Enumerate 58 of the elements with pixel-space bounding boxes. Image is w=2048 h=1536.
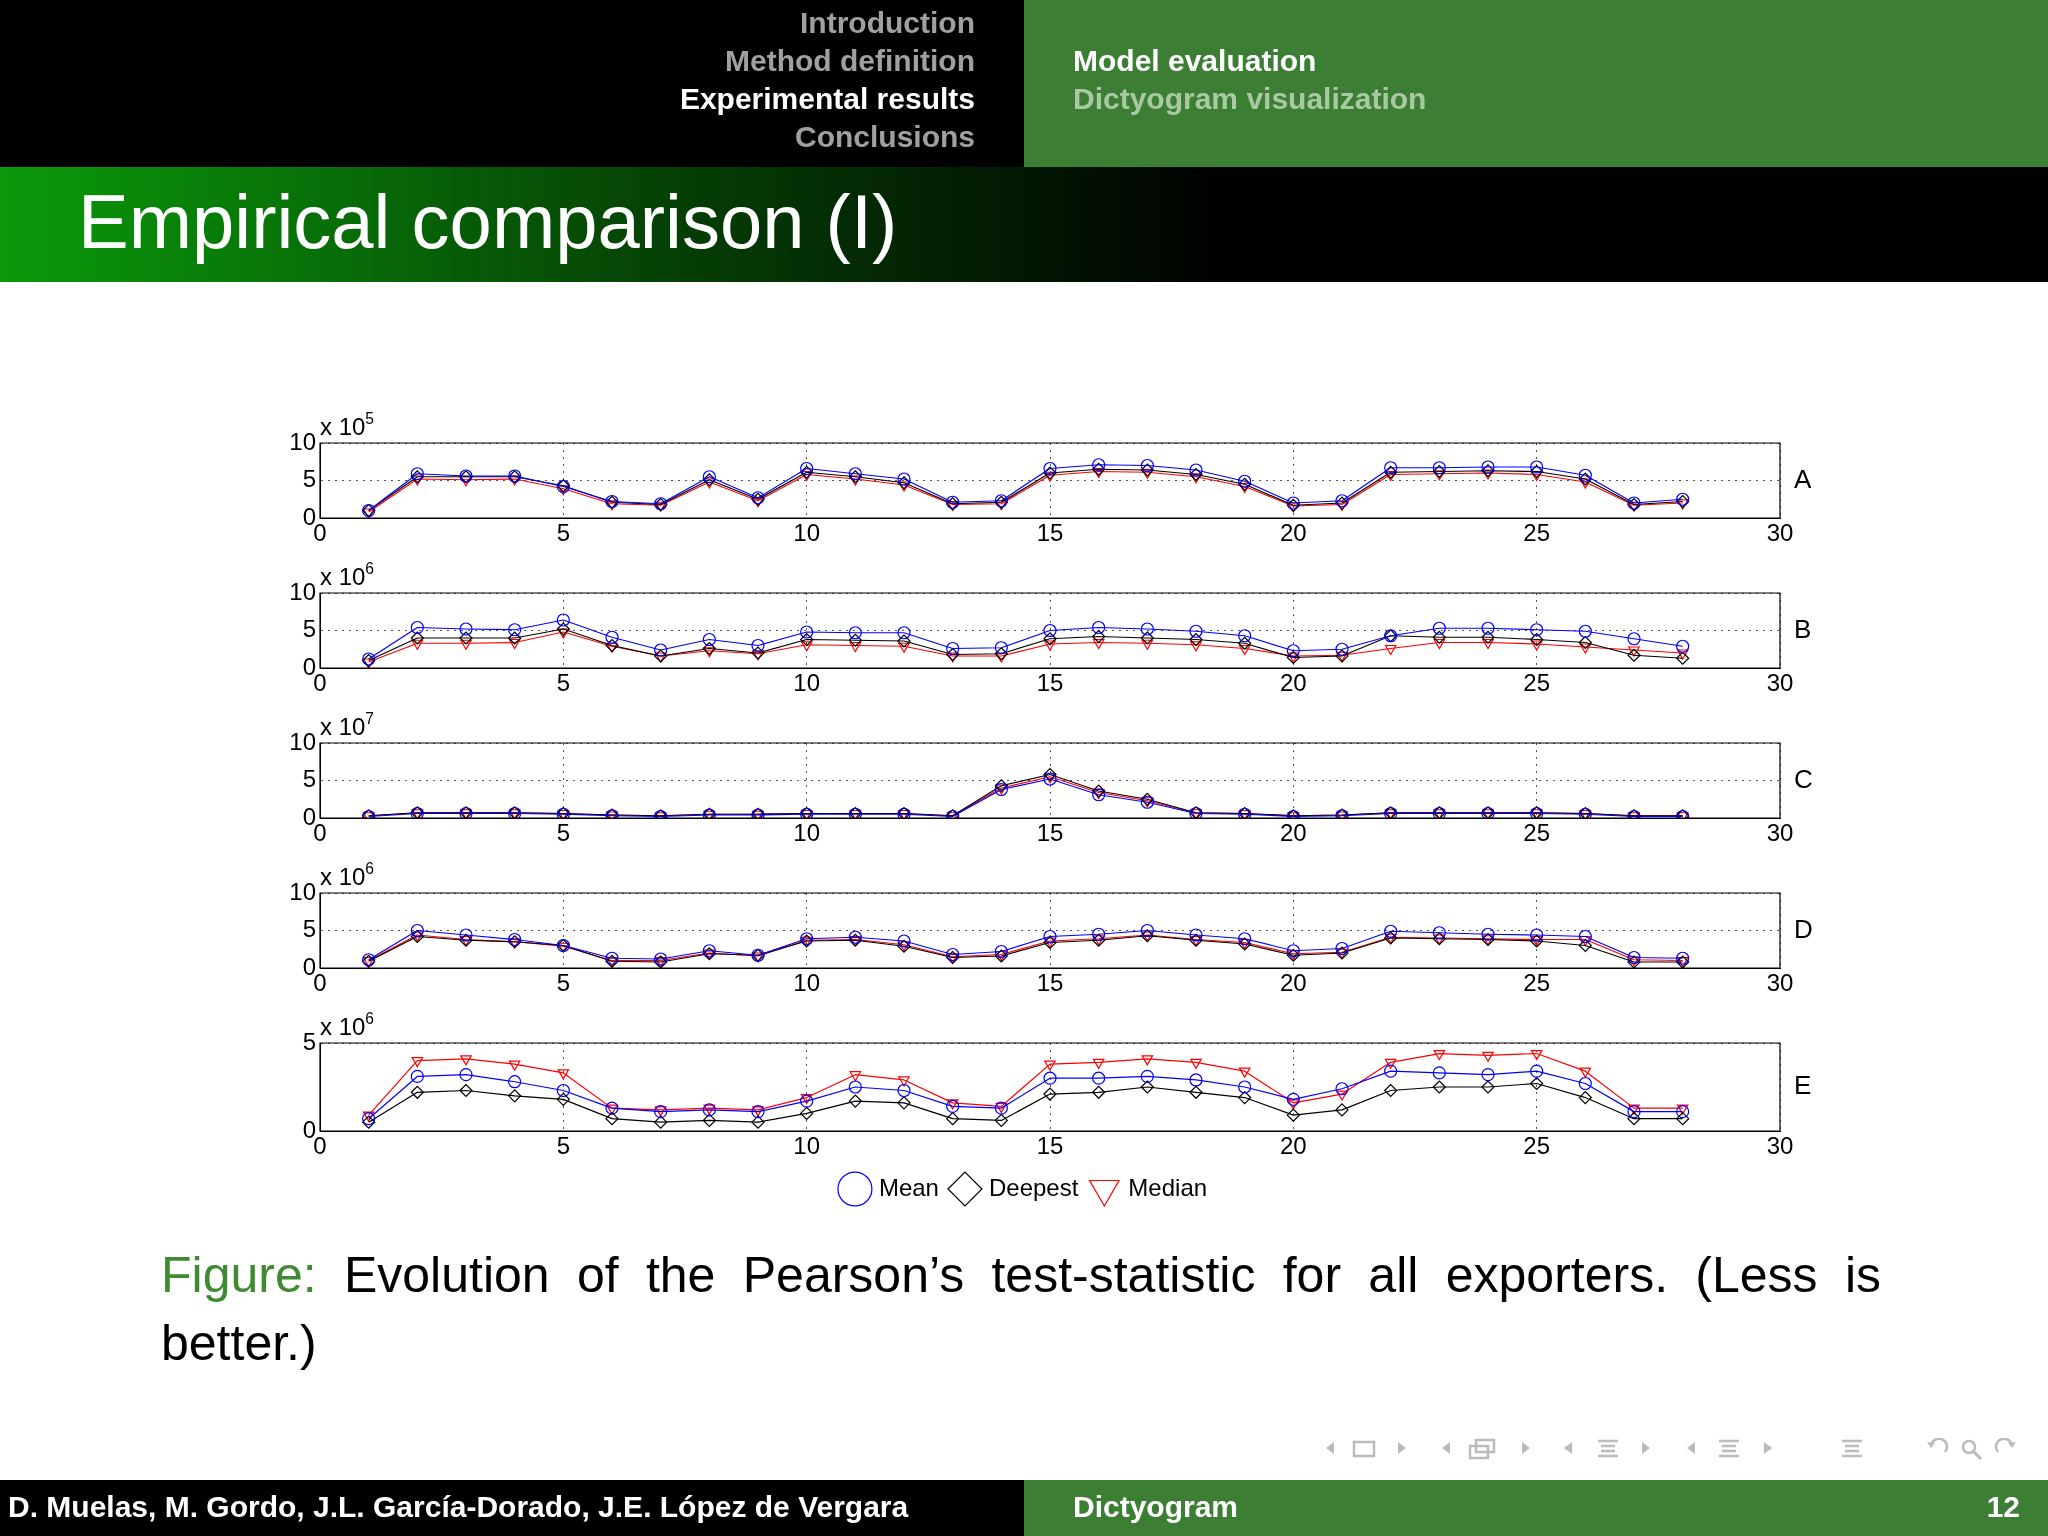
text: Introduction (800, 6, 975, 40)
text: Conclusions (794, 120, 975, 154)
x-tick-label: 5 (556, 669, 571, 697)
x-tick-label: 20 (1279, 519, 1307, 547)
x-tick-label: 15 (1036, 969, 1064, 997)
x-tick-label: 10 (793, 1132, 821, 1160)
text: Experimental results (679, 82, 975, 116)
x-tick-label: 30 (1766, 1132, 1794, 1160)
legend-label: Deepest (988, 1173, 1079, 1201)
x-tick-label: 25 (1523, 819, 1551, 847)
x-tick-label: 20 (1279, 669, 1307, 697)
text: Dictyogram (1073, 1490, 1239, 1524)
y-tick-label: 10 (289, 877, 316, 905)
x-tick-label: 25 (1523, 969, 1551, 997)
y-tick-label: 5 (302, 765, 316, 793)
text: Method definition (725, 44, 975, 78)
text: E (1794, 1070, 1812, 1101)
x-tick-label: 30 (1766, 519, 1794, 547)
y-tick-label: 5 (302, 465, 316, 493)
x-tick-label: 15 (1036, 669, 1064, 697)
legend-label: Median (1128, 1173, 1208, 1201)
x-tick-label: 5 (556, 969, 571, 997)
text: D (1794, 913, 1813, 944)
x-tick-label: 30 (1766, 819, 1794, 847)
x-tick-label: 20 (1279, 969, 1307, 997)
y-tick-label: 5 (302, 1027, 316, 1055)
x-tick-label: 25 (1523, 1132, 1551, 1160)
y-tick-label: 10 (289, 577, 316, 605)
x-tick-label: 20 (1279, 819, 1307, 847)
x-tick-label: 5 (556, 819, 571, 847)
x-tick-label: 30 (1766, 969, 1794, 997)
y-tick-label: 10 (289, 727, 316, 755)
text: Model evaluation (1073, 44, 1317, 78)
x-tick-label: 10 (793, 969, 821, 997)
x-tick-label: 5 (556, 1132, 571, 1160)
y-tick-label: 5 (302, 615, 316, 643)
x-tick-label: 25 (1523, 519, 1551, 547)
text: 12 (1986, 1490, 2020, 1524)
text: Dictyogram visualization (1073, 82, 1427, 116)
x-tick-label: 15 (1036, 519, 1064, 547)
text: A (1794, 463, 1812, 494)
y-tick-label: 5 (302, 915, 316, 943)
x-tick-label: 15 (1036, 1132, 1064, 1160)
legend-label: Mean (878, 1173, 939, 1201)
x-tick-label: 10 (793, 669, 821, 697)
x-tick-label: 25 (1523, 669, 1551, 697)
x-tick-label: 20 (1279, 1132, 1307, 1160)
x-tick-label: 10 (793, 519, 821, 547)
text: B (1794, 613, 1812, 644)
x-tick-label: 10 (793, 819, 821, 847)
y-tick-label: 10 (289, 427, 316, 455)
chart-title: Empirical comparison (I) (78, 178, 898, 265)
text: D. Muelas, M. Gordo, J.L. García-Dorado, J.E. López de Vergara (8, 1490, 909, 1524)
text: Figure: Evolution of the Pearson’s test-statistic for all exporters. (Less is better.) (161, 1246, 1881, 1373)
x-tick-label: 15 (1036, 819, 1064, 847)
x-tick-label: 5 (556, 519, 571, 547)
x-tick-label: 30 (1766, 669, 1794, 697)
text: C (1794, 763, 1813, 794)
